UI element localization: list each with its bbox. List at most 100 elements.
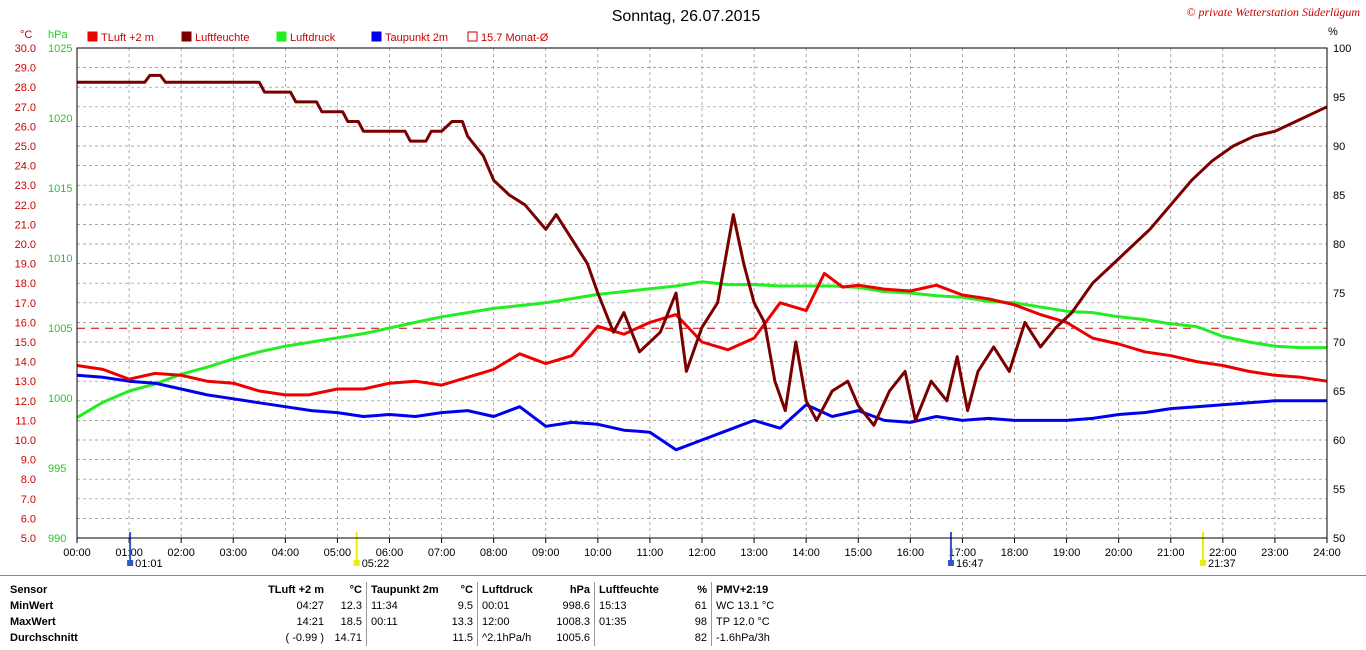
time-tick-label: 05:00 xyxy=(324,547,352,559)
stats-press-time: 00:01 xyxy=(477,598,548,614)
series-group xyxy=(76,73,1328,452)
stats-temp-value: 12.3 xyxy=(340,600,362,612)
stats-dew-time: 11:34 xyxy=(366,598,445,614)
stats-hum-value: 98 xyxy=(694,616,707,628)
legend-swatch xyxy=(371,31,382,42)
temp-tick-label: 22.0 xyxy=(15,200,36,212)
time-tick-label: 19:00 xyxy=(1053,547,1081,559)
humidity-tick-label: 90 xyxy=(1333,141,1345,153)
stats-temp-time: 04:27 xyxy=(296,600,324,612)
copyright-text: © private Wetterstation Süderlügum xyxy=(1186,5,1360,19)
temp-tick-label: 27.0 xyxy=(15,102,36,114)
legend-label: Luftfeuchte xyxy=(195,32,249,44)
humidity-tick-label: 75 xyxy=(1333,288,1345,300)
stats-hum-value: 82 xyxy=(694,632,707,644)
axis-ticks: 30.0 29.0 28.0 27.0 26.0 25.0 24.0 23.0 22.0 21.0… xyxy=(15,43,1352,559)
temp-tick-label: 24.0 xyxy=(15,161,36,173)
pressure-tick-label: 1025 xyxy=(48,43,72,55)
temp-tick-label: 12.0 xyxy=(15,396,36,408)
plot-frame xyxy=(76,47,1328,539)
time-marker-icon xyxy=(947,560,954,566)
humidity-tick-label: 85 xyxy=(1333,190,1345,202)
humidity-tick-label: 80 xyxy=(1333,239,1345,251)
series-line-taupunkt-2m xyxy=(76,373,1327,452)
time-tick-label: 18:00 xyxy=(1001,547,1029,559)
temp-tick-label: 29.0 xyxy=(15,63,36,75)
time-tick-label: 24:00 xyxy=(1313,547,1341,559)
temp-tick-label: 25.0 xyxy=(15,141,36,153)
temp-tick-label: 5.0 xyxy=(21,533,36,545)
temp-tick-label: 26.0 xyxy=(15,121,36,133)
stats-press-time: ^2.1hPa/h xyxy=(477,630,548,646)
temp-tick-label: 8.0 xyxy=(21,474,36,486)
time-tick-label: 08:00 xyxy=(480,547,508,559)
time-tick-label: 21:00 xyxy=(1157,547,1185,559)
chart-title: Sonntag, 26.07.2015 xyxy=(612,8,761,25)
time-tick-label: 14:00 xyxy=(792,547,820,559)
stats-hum-time: 01:35 xyxy=(594,614,673,630)
temp-tick-label: 28.0 xyxy=(15,82,36,94)
stats-temp-time: 14:21 xyxy=(296,616,324,628)
stats-temp-header: TLuft +2 m xyxy=(268,584,324,596)
stats-temp-value: 18.5 xyxy=(340,616,362,628)
stats-row-label: MaxWert xyxy=(10,616,56,628)
humidity-tick-label: 55 xyxy=(1333,484,1345,496)
temp-tick-label: 15.0 xyxy=(15,337,36,349)
pressure-tick-label: 1000 xyxy=(48,393,72,405)
stats-extra: WC 13.1 °C xyxy=(711,598,810,614)
series-line-tluft-2-m xyxy=(76,271,1328,397)
stats-hum-value: 61 xyxy=(694,600,707,612)
stats-row-min: MinWert 04:27 12.3 11:34 9.5 00:01 998.6… xyxy=(6,598,810,614)
time-tick-label: 07:00 xyxy=(428,547,456,559)
stats-header-row: Sensor TLuft +2 m °C Taupunkt 2m °C Luft… xyxy=(6,582,810,598)
temp-unit: °C xyxy=(20,29,32,41)
humidity-tick-label: 60 xyxy=(1333,435,1345,447)
time-markers: 01:01 05:22 16:47 21:37 xyxy=(127,532,1236,570)
stats-press-unit: hPa xyxy=(569,584,590,596)
time-tick-label: 10:00 xyxy=(584,547,612,559)
pressure-tick-label: 1020 xyxy=(48,113,72,125)
pressure-unit: hPa xyxy=(48,29,68,41)
time-tick-label: 23:00 xyxy=(1261,547,1289,559)
time-tick-label: 15:00 xyxy=(844,547,872,559)
time-tick-label: 03:00 xyxy=(219,547,247,559)
stats-press-time: 12:00 xyxy=(477,614,548,630)
stats-dew-value: 11.5 xyxy=(452,632,473,644)
temp-tick-label: 18.0 xyxy=(15,278,36,290)
time-tick-label: 22:00 xyxy=(1209,547,1237,559)
stats-hum-time: 15:13 xyxy=(594,598,673,614)
time-tick-label: 02:00 xyxy=(167,547,195,559)
time-tick-label: 12:00 xyxy=(688,547,716,559)
stats-panel: Sensor TLuft +2 m °C Taupunkt 2m °C Luft… xyxy=(0,575,1366,650)
weather-chart: Sonntag, 26.07.2015 © private Wetterstat… xyxy=(15,5,1361,570)
time-tick-label: 06:00 xyxy=(376,547,404,559)
pressure-tick-label: 1015 xyxy=(48,183,72,195)
time-tick-label: 09:00 xyxy=(532,547,560,559)
time-tick-label: 20:00 xyxy=(1105,547,1133,559)
temp-tick-label: 10.0 xyxy=(15,435,36,447)
time-tick-label: 13:00 xyxy=(740,547,768,559)
legend-swatch xyxy=(181,31,192,42)
humidity-tick-label: 95 xyxy=(1333,92,1345,104)
stats-temp-time: ( -0.99 ) xyxy=(285,632,324,644)
stats-press-value: 1005.6 xyxy=(556,632,590,644)
time-tick-label: 17:00 xyxy=(949,547,977,559)
humidity-tick-label: 50 xyxy=(1333,533,1345,545)
series-line-luftdruck xyxy=(76,280,1327,419)
humidity-unit: % xyxy=(1328,26,1338,38)
grid xyxy=(77,48,1327,538)
time-marker-icon xyxy=(353,560,360,566)
stats-sensor-header: Sensor xyxy=(10,584,48,596)
temp-tick-label: 23.0 xyxy=(15,180,36,192)
stats-dew-header: Taupunkt 2m xyxy=(366,582,445,598)
stats-dew-unit: °C xyxy=(460,584,473,596)
stats-dew-value: 13.3 xyxy=(451,616,473,628)
stats-row-max: MaxWert 14:21 18.5 00:11 13.3 12:00 1008… xyxy=(6,614,810,630)
temp-tick-label: 7.0 xyxy=(21,494,36,506)
stats-hum-header: Luftfeuchte xyxy=(594,582,673,598)
time-marker-label: 05:22 xyxy=(362,558,390,570)
time-marker-icon xyxy=(127,560,134,566)
legend-label: Taupunkt 2m xyxy=(385,32,448,44)
temp-tick-label: 30.0 xyxy=(15,43,36,55)
stats-row-label: Durchschnitt xyxy=(10,632,78,644)
